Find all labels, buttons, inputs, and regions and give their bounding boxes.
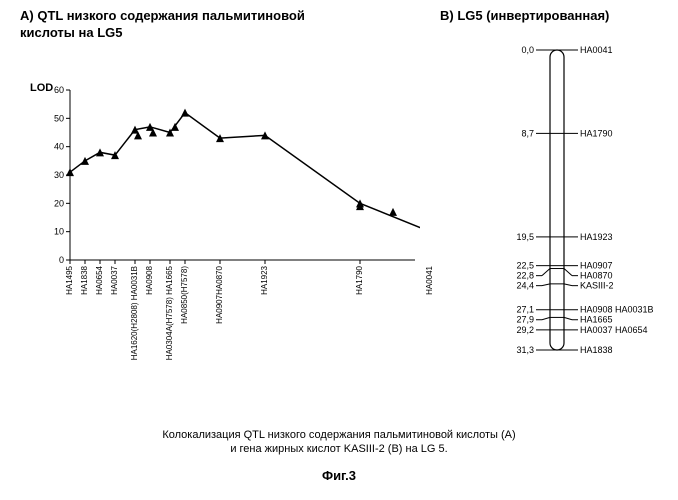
x-tick-label: HA1838 (80, 266, 89, 295)
svg-text:22,5: 22,5 (516, 261, 534, 271)
svg-text:19,5: 19,5 (516, 232, 534, 242)
svg-text:50: 50 (54, 113, 64, 123)
svg-text:24,4: 24,4 (516, 281, 534, 291)
svg-text:HA0907: HA0907 (580, 261, 613, 271)
x-tick-label: HA0654 (95, 266, 104, 295)
svg-text:20: 20 (54, 198, 64, 208)
svg-text:27,9: 27,9 (516, 315, 534, 325)
figure-caption: Колокализация QTL низкого содержания пал… (0, 428, 678, 457)
svg-text:HA0037 HA0654: HA0037 HA0654 (580, 325, 648, 335)
x-tick-label: HA0304A(H7578) HA1665 (165, 266, 174, 360)
svg-text:29,2: 29,2 (516, 325, 534, 335)
svg-text:0,0: 0,0 (521, 45, 534, 55)
x-tick-label: HA1790 (355, 266, 364, 295)
svg-text:0: 0 (59, 255, 64, 265)
x-tick-label: HA0850(H7578) (180, 266, 189, 324)
svg-text:22,8: 22,8 (516, 271, 534, 281)
x-tick-label: HA0037 (110, 266, 119, 295)
svg-text:27,1: 27,1 (516, 305, 534, 315)
svg-text:60: 60 (54, 85, 64, 95)
x-tick-label: HA0908 (145, 266, 154, 295)
svg-text:HA0870: HA0870 (580, 271, 613, 281)
svg-text:8,7: 8,7 (521, 128, 534, 138)
svg-text:31,3: 31,3 (516, 345, 534, 355)
caption-line-2: и гена жирных кислот KASIII-2 (B) на LG … (230, 443, 447, 455)
x-tick-label: HA1620(H2808) HA0031B (130, 266, 139, 360)
svg-text:HA1790: HA1790 (580, 128, 613, 138)
page: { "titles": { "panel_a": "A) QTL низкого… (0, 0, 678, 500)
svg-text:HA0041: HA0041 (580, 45, 613, 55)
svg-text:KASIII-2: KASIII-2 (580, 281, 614, 291)
svg-text:30: 30 (54, 170, 64, 180)
svg-text:10: 10 (54, 227, 64, 237)
x-tick-label: HA1495 (65, 266, 74, 295)
svg-text:HA1923: HA1923 (580, 232, 613, 242)
panel-a-title: A) QTL низкого содержания пальмитиновой … (20, 8, 320, 42)
x-axis-labels: HA1495HA1838HA0654HA0037HA1620(H2808) HA… (40, 266, 420, 346)
x-tick-label: HA1923 (260, 266, 269, 295)
svg-text:40: 40 (54, 142, 64, 152)
panel-b-title: B) LG5 (инвертированная) (440, 8, 609, 25)
x-tick-label: HA0041 (425, 266, 434, 295)
caption-line-1: Колокализация QTL низкого содержания пал… (162, 429, 515, 441)
svg-text:HA1838: HA1838 (580, 345, 613, 355)
svg-text:HA0908 HA0031B: HA0908 HA0031B (580, 305, 654, 315)
figure-label: Фиг.3 (0, 468, 678, 483)
map-svg: 0,0 HA0041 8,7 HA1790 19,5 HA1923 22,5 HA0907 22… (480, 30, 660, 410)
x-tick-label: HA0907HA0870 (215, 266, 224, 324)
qtl-chart: 0 10 20 30 40 50 60 HA1495 HA1838 HA0654 HA0037 HA… (40, 80, 420, 340)
linkage-map: 0,0 HA0041 8,7 HA1790 19,5 HA1923 22,5 HA0907 22… (480, 30, 660, 410)
svg-text:HA1665: HA1665 (580, 315, 613, 325)
